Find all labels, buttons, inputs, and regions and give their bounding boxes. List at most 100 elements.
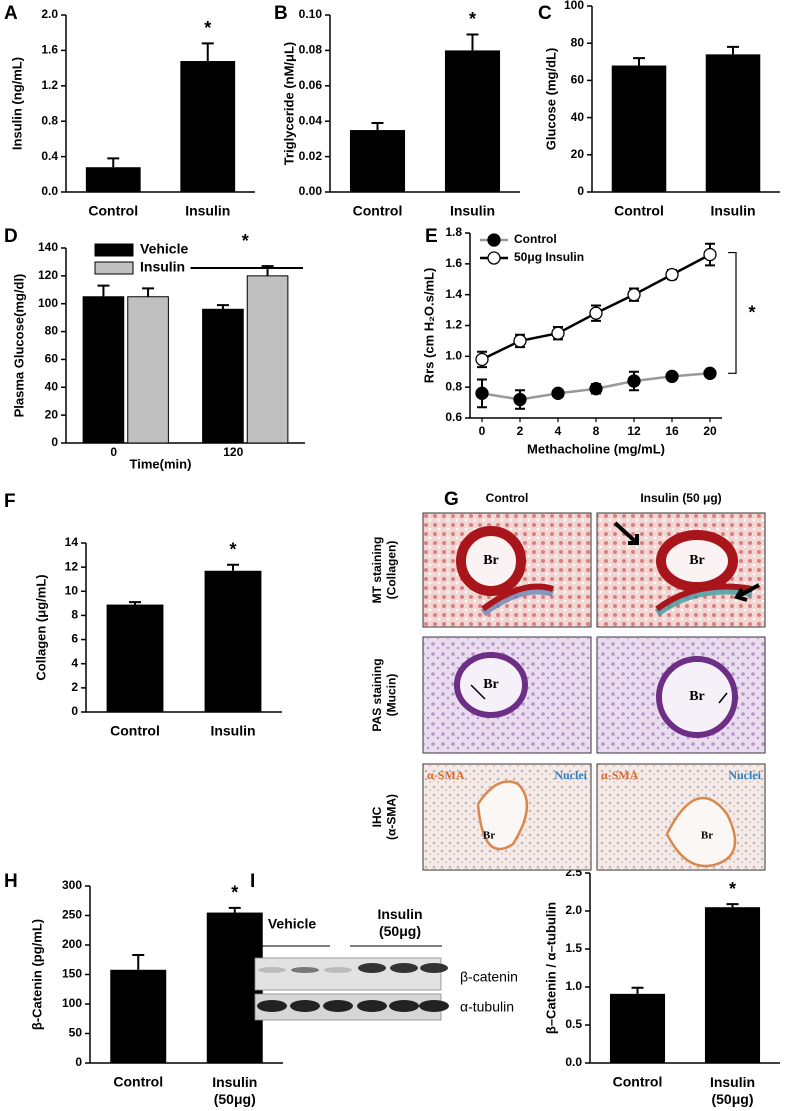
x-tick-label: 120 xyxy=(223,445,243,459)
y-tick-label: 40 xyxy=(571,110,585,124)
y-tick-label: 0.08 xyxy=(299,43,323,57)
x-tick-label: Control xyxy=(110,723,160,739)
y-tick-label: 0.10 xyxy=(299,7,323,21)
x-axis-label: Time(min) xyxy=(130,456,192,471)
marker xyxy=(665,267,679,282)
y-tick-label: 1.0 xyxy=(445,349,462,363)
y-axis-label: β-Catenin (pg/mL) xyxy=(29,919,44,1030)
legend-swatch xyxy=(94,243,134,257)
x-tick-label: Insulin xyxy=(450,203,495,219)
y-tick-label: 100 xyxy=(62,996,82,1010)
text-line: (50μg) xyxy=(711,1091,753,1107)
x-tick-label: 20 xyxy=(703,424,717,438)
y-tick-label: 120 xyxy=(38,268,58,282)
airway-label: Br xyxy=(483,677,499,692)
legend-label: Vehicle xyxy=(140,241,188,257)
marker xyxy=(513,334,527,348)
y-axis-label-group: Rrs (cm H₂O.s/mL) xyxy=(421,268,436,384)
y-tick-label: 6 xyxy=(71,632,78,646)
y-tick-label: 2.0 xyxy=(41,7,58,21)
row-label-group: MT staining(Collagen) xyxy=(370,537,398,604)
blot-band xyxy=(357,1000,387,1012)
panel-letter: H xyxy=(4,871,18,892)
legend-swatch xyxy=(94,261,134,275)
significance-star: * xyxy=(748,303,755,323)
y-axis-label-group: Collagen (μg/mL) xyxy=(33,574,48,680)
row-label: IHC(α-SMA) xyxy=(370,794,398,840)
y-tick-label: 1.8 xyxy=(445,225,462,239)
x-tick-label: 12 xyxy=(627,424,641,438)
x-tick-label: 0 xyxy=(479,424,486,438)
blot-band xyxy=(419,1000,449,1012)
y-tick-label: 50 xyxy=(69,1026,83,1040)
error-bar xyxy=(107,157,120,168)
y-tick-label: 40 xyxy=(45,379,59,393)
y-axis-label: Rrs (cm H₂O.s/mL) xyxy=(421,268,436,384)
bar xyxy=(204,570,262,712)
x-tick-label: Insulin (50μg) xyxy=(212,1074,257,1107)
blot-band xyxy=(324,967,352,973)
error-bar xyxy=(201,42,214,62)
arrow xyxy=(470,684,486,700)
y-tick-label: 250 xyxy=(62,908,82,922)
y-axis-label-group: Insulin (ng/mL) xyxy=(9,57,24,150)
legend-label: 50μg Insulin xyxy=(514,250,584,264)
error-bar xyxy=(97,284,110,297)
bar xyxy=(127,296,169,444)
significance-star: * xyxy=(231,883,238,903)
column-header: Insulin (50 μg) xyxy=(640,491,721,505)
x-tick-label: Control xyxy=(613,1074,663,1090)
error-bar xyxy=(132,954,145,970)
marker xyxy=(513,392,527,407)
y-tick-label: 1.2 xyxy=(445,318,462,332)
x-tick-label: Control xyxy=(88,203,138,219)
blot-band xyxy=(420,963,448,973)
arrow xyxy=(718,692,728,704)
stain-label: Nuclei xyxy=(554,768,587,782)
marker xyxy=(627,288,641,302)
y-tick-label: 0.5 xyxy=(565,1017,582,1031)
airway-label: Br xyxy=(701,830,713,842)
airway-label: Br xyxy=(483,830,495,842)
y-tick-label: 4 xyxy=(71,656,78,670)
text-line: PAS staining xyxy=(370,658,384,731)
x-axis-label: Methacholine (mg/mL) xyxy=(527,441,665,456)
marker xyxy=(627,374,641,388)
panel-letter: C xyxy=(538,3,552,24)
significance-star: * xyxy=(229,539,236,559)
stain-label: α-SMA xyxy=(601,768,639,782)
y-tick-label: 80 xyxy=(571,35,585,49)
marker xyxy=(589,306,603,320)
x-tick-label: 16 xyxy=(665,424,679,438)
marker xyxy=(703,247,717,262)
row-label-group: IHC(α-SMA) xyxy=(370,794,398,840)
bar xyxy=(202,308,244,444)
airway-label: Br xyxy=(689,553,705,568)
x-tick-label: Control xyxy=(353,203,403,219)
significance-star: * xyxy=(729,879,736,899)
x-tick-label: Insulin (50μg) xyxy=(710,1074,755,1107)
y-axis-label-group: β–Catenin / α–tubulin xyxy=(543,902,558,1034)
bar xyxy=(246,275,289,444)
y-tick-label: 0.8 xyxy=(41,113,58,127)
marker xyxy=(475,386,489,400)
significance-star: * xyxy=(204,18,211,38)
x-tick-label: 4 xyxy=(555,424,562,438)
micrograph: Br xyxy=(422,636,592,754)
error-bar xyxy=(631,986,644,994)
y-tick-label: 0.02 xyxy=(299,149,323,163)
bar xyxy=(206,912,263,1063)
y-tick-label: 0.8 xyxy=(445,379,462,393)
y-axis-label: β–Catenin / α–tubulin xyxy=(543,902,558,1034)
micrograph: Br xyxy=(422,512,592,628)
panel-letter: A xyxy=(4,3,18,24)
blot-strip xyxy=(254,957,442,991)
significance-star: * xyxy=(469,9,476,29)
stain-label: α-SMA xyxy=(427,768,465,782)
vessel-wall xyxy=(481,583,554,612)
y-tick-label: 2 xyxy=(71,680,78,694)
error-bar xyxy=(633,57,645,66)
row-label: PAS staining(Mucin) xyxy=(370,658,398,731)
y-axis-label-group: Plasma Glucose(mg/dl) xyxy=(11,274,26,418)
